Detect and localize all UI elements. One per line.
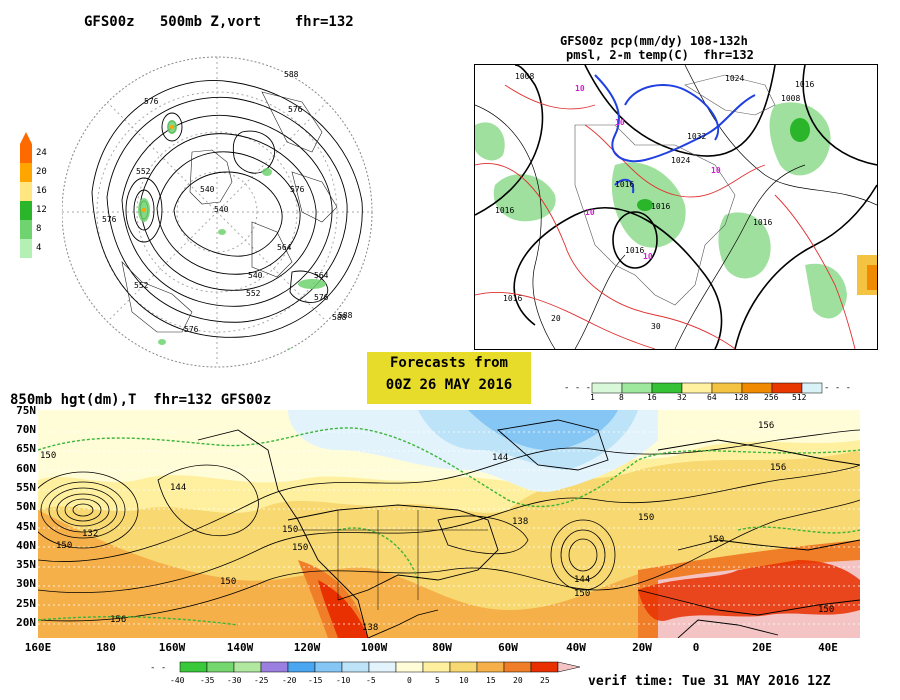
temp-label: 30 bbox=[651, 322, 661, 331]
contour-label: 588 bbox=[338, 311, 353, 320]
forecast-banner: Forecasts from 00Z 26 MAY 2016 bbox=[367, 352, 531, 404]
precip-mslp-map: 1008 1016 1016 1016 1024 1024 1032 1016 … bbox=[474, 64, 878, 350]
temp-label: 10 bbox=[643, 252, 653, 261]
contour-label: 576 bbox=[102, 215, 117, 224]
contour-label: 156 bbox=[758, 421, 774, 431]
contour-label: 144 bbox=[492, 453, 508, 463]
svg-text:- - -: - - - bbox=[824, 383, 851, 393]
temp-label: 20 bbox=[551, 314, 561, 323]
contour-label: 138 bbox=[362, 623, 378, 633]
contour-label: 138 bbox=[512, 517, 528, 527]
pressure-label: 1016 bbox=[503, 294, 522, 303]
contour-label: 540 bbox=[200, 185, 215, 194]
pressure-label: 1008 bbox=[515, 72, 534, 81]
contour-label: 540 bbox=[214, 205, 229, 214]
contour-label: 132 bbox=[82, 529, 98, 539]
top-right-title-line1: GFS00z pcp(mm/dy) 108-132h bbox=[560, 34, 748, 48]
contour-label: 150 bbox=[818, 605, 834, 615]
contour-label: 552 bbox=[246, 289, 261, 298]
svg-text:- -: - - bbox=[150, 663, 166, 673]
contour-label: 588 bbox=[284, 70, 299, 79]
contour-label: 150 bbox=[638, 513, 654, 523]
precip-colorbar: - - -- - - bbox=[562, 381, 852, 405]
pressure-label: 1016 bbox=[753, 218, 772, 227]
top-left-title: GFS00z 500mb Z,vort fhr=132 bbox=[84, 14, 354, 30]
hgt-850mb-map: 150 144 132 138 150 150 156 150 138 144 … bbox=[38, 410, 860, 638]
pressure-label: 1024 bbox=[671, 156, 690, 165]
pressure-label: 1024 bbox=[725, 74, 744, 83]
contour-label: 564 bbox=[314, 271, 329, 280]
contour-label: 576 bbox=[184, 325, 199, 334]
pressure-label: 1016 bbox=[495, 206, 514, 215]
contour-label: 576 bbox=[144, 97, 159, 106]
contour-label: 552 bbox=[134, 281, 149, 290]
banner-line2: 00Z 26 MAY 2016 bbox=[385, 377, 513, 393]
contour-label: 576 bbox=[290, 185, 305, 194]
contour-label: 150 bbox=[574, 589, 590, 599]
pressure-label: 1008 bbox=[781, 94, 800, 103]
vort-colorbar-labels: 24 20 16 12 8 4 bbox=[36, 148, 47, 253]
temp-label: 10 bbox=[711, 166, 721, 175]
polar-500mb-map: 588 576 576 564 552 540 576 552 540 564 … bbox=[62, 56, 373, 368]
svg-text:- - -: - - - bbox=[564, 383, 591, 393]
banner-line1: Forecasts from bbox=[389, 355, 508, 371]
contour-label: 156 bbox=[770, 463, 786, 473]
contour-label: 156 bbox=[110, 615, 126, 625]
contour-label: 588 bbox=[332, 313, 347, 322]
temp-label: 10 bbox=[575, 84, 585, 93]
bottom-title: 850mb hgt(dm),T fhr=132 GFS00z bbox=[10, 392, 272, 408]
pressure-label: 1016 bbox=[615, 180, 634, 189]
contour-label: 564 bbox=[277, 243, 292, 252]
temp-label: 10 bbox=[615, 118, 625, 127]
temp-colorbar: - - bbox=[150, 660, 590, 676]
contour-label: 552 bbox=[136, 167, 151, 176]
contour-label: 150 bbox=[292, 543, 308, 553]
pressure-label: 1016 bbox=[651, 202, 670, 211]
temp-label: 10 bbox=[585, 208, 595, 217]
contour-label: 144 bbox=[574, 575, 590, 585]
contour-label: 150 bbox=[708, 535, 724, 545]
contour-label: 150 bbox=[220, 577, 236, 587]
verif-time: verif time: Tue 31 MAY 2016 12Z bbox=[588, 674, 831, 689]
contour-label: 144 bbox=[170, 483, 186, 493]
contour-label: 150 bbox=[282, 525, 298, 535]
contour-label: 150 bbox=[40, 451, 56, 461]
contour-label: 540 bbox=[248, 271, 263, 280]
contour-label: 576 bbox=[288, 105, 303, 114]
pressure-label: 1016 bbox=[625, 246, 644, 255]
top-right-title-line2: pmsl, 2-m temp(C) fhr=132 bbox=[566, 48, 754, 62]
contour-label: 576 bbox=[314, 293, 329, 302]
pressure-label: 1016 bbox=[795, 80, 814, 89]
temp-colorbar-labels: -40 -35 -30 -25 -20 -15 -10 -5 0 5 10 15… bbox=[170, 676, 550, 685]
contour-label: 150 bbox=[56, 541, 72, 551]
vort-colorbar bbox=[20, 132, 32, 260]
pressure-label: 1032 bbox=[687, 132, 706, 141]
lon-axis: 160E 180 160W 140W 120W 100W 80W 60W 40W… bbox=[24, 641, 838, 654]
